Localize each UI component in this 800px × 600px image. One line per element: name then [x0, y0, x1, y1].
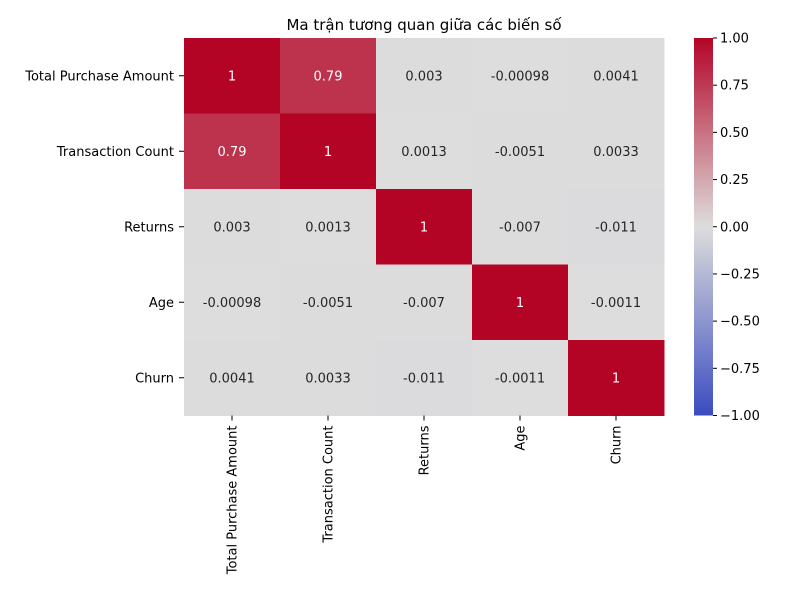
heatmap-cell	[568, 38, 665, 114]
heatmap-cell	[376, 38, 473, 114]
heatmap-cell	[568, 189, 665, 265]
colorbar-gradient	[694, 38, 713, 416]
heatmap-cell	[184, 38, 281, 114]
heatmap-cell	[472, 264, 569, 341]
y-tick-label: Returns	[124, 220, 174, 235]
cell-annotation: 0.79	[314, 69, 343, 84]
colorbar-tick-label: 0.00	[720, 220, 749, 235]
cell-annotation: 1	[324, 145, 332, 160]
y-axis: Total Purchase Amount Transaction Count Re…	[24, 69, 184, 386]
cell-annotation: 0.0033	[305, 371, 351, 386]
heatmap-cell	[472, 340, 569, 416]
cell-annotation: -0.011	[595, 220, 637, 235]
cell-annotation: 0.79	[218, 145, 247, 160]
cell-annotation: 1	[228, 69, 236, 84]
cell-annotation: 1	[420, 220, 428, 235]
colorbar-tick-label: 0.50	[720, 126, 749, 141]
cell-annotation: 0.0041	[209, 371, 255, 386]
x-tick-label: Age	[514, 426, 529, 451]
colorbar-tick-label: −1.00	[720, 409, 760, 424]
cell-annotation: 1	[516, 296, 524, 311]
heatmap-cell	[568, 113, 665, 190]
heatmap-cells	[184, 38, 665, 416]
heatmap-annotations: 1 0.79 0.003 -0.00098 0.0041 0.79 1 0.0013 -0.00…	[203, 69, 641, 386]
heatmap-cell	[184, 340, 281, 416]
y-tick-label: Age	[149, 296, 174, 311]
cell-annotation: 0.0033	[593, 145, 639, 160]
colorbar-tick-label: 1.00	[720, 32, 749, 47]
heatmap-cell	[280, 189, 377, 265]
heatmap-cell	[280, 113, 377, 190]
heatmap-cell	[472, 189, 569, 265]
heatmap-cell	[280, 340, 377, 416]
cell-annotation: 0.0041	[593, 69, 639, 84]
x-axis: Total Purchase Amount Transaction Count Re…	[226, 415, 625, 576]
cell-annotation: -0.00098	[203, 296, 261, 311]
cell-annotation: -0.0051	[495, 145, 545, 160]
cell-annotation: -0.00098	[491, 69, 549, 84]
heatmap-cell	[376, 189, 473, 265]
cell-annotation: -0.007	[499, 220, 541, 235]
cell-annotation: -0.0011	[591, 296, 641, 311]
heatmap-cell	[568, 264, 665, 341]
heatmap-cell	[184, 264, 281, 341]
heatmap-cell	[184, 113, 281, 190]
colorbar: 1.00 0.75 0.50 0.25 0.00 −0.25 −0.50 −0.75 −1.00	[694, 32, 760, 424]
heatmap-cell	[184, 189, 281, 265]
colorbar-tick-label: 0.75	[720, 79, 749, 94]
cell-annotation: 1	[612, 371, 620, 386]
cell-annotation: 0.003	[405, 69, 442, 84]
colorbar-tick-label: −0.75	[720, 362, 760, 377]
y-tick-label: Transaction Count	[56, 145, 174, 160]
y-tick-label: Churn	[135, 371, 174, 386]
colorbar-tick-label: −0.50	[720, 315, 760, 330]
colorbar-tick-label: 0.25	[720, 173, 749, 188]
cell-annotation: -0.0051	[303, 296, 353, 311]
x-tick-label: Transaction Count	[322, 426, 337, 544]
heatmap-cell	[568, 340, 665, 416]
x-tick-label: Churn	[610, 426, 625, 465]
heatmap-cell	[472, 38, 569, 114]
y-tick-label: Total Purchase Amount	[24, 69, 174, 84]
cell-annotation: -0.0011	[495, 371, 545, 386]
heatmap-cell	[280, 264, 377, 341]
heatmap-cell	[376, 113, 473, 190]
colorbar-tick-label: −0.25	[720, 267, 760, 282]
cell-annotation: -0.007	[403, 296, 445, 311]
cell-annotation: 0.003	[213, 220, 250, 235]
x-tick-label: Returns	[418, 425, 433, 475]
cell-annotation: 0.0013	[401, 145, 447, 160]
x-tick-label: Total Purchase Amount	[226, 426, 241, 576]
heatmap-cell	[376, 340, 473, 416]
cell-annotation: -0.011	[403, 371, 445, 386]
chart-title: Ma trận tương quan giữa các biến số	[286, 16, 562, 34]
heatmap-cell	[376, 264, 473, 341]
heatmap-cell	[280, 38, 377, 114]
cell-annotation: 0.0013	[305, 220, 351, 235]
heatmap-cell	[472, 113, 569, 190]
